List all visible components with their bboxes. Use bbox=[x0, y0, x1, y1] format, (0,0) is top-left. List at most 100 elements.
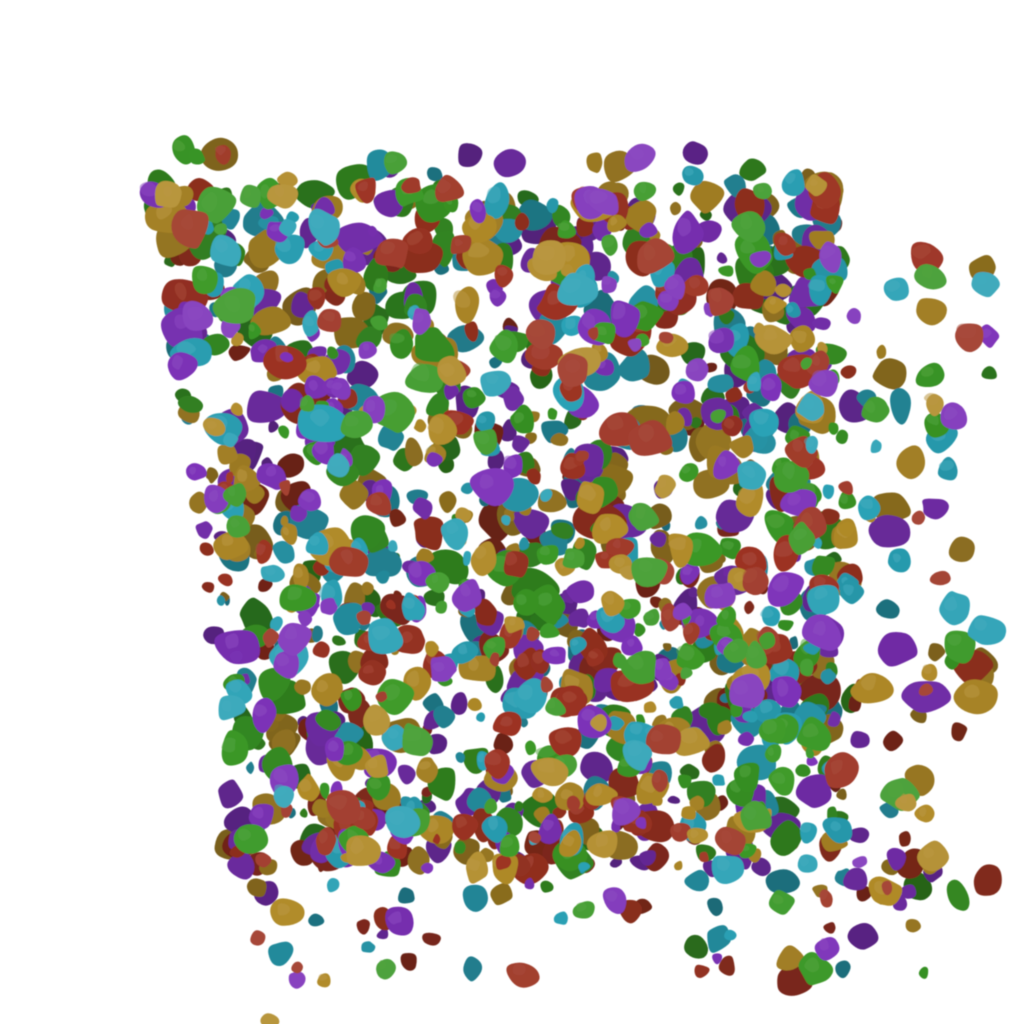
grain-highlight bbox=[635, 506, 646, 519]
grain bbox=[514, 212, 530, 231]
grain-highlight bbox=[733, 571, 745, 583]
grain bbox=[682, 141, 708, 165]
grain-highlight bbox=[237, 468, 248, 482]
grain-highlight bbox=[775, 541, 793, 557]
grain bbox=[765, 869, 800, 894]
grain-highlight bbox=[926, 414, 939, 426]
grain bbox=[690, 180, 725, 214]
grain bbox=[681, 806, 696, 820]
grain-highlight bbox=[782, 462, 795, 480]
grain bbox=[327, 346, 339, 360]
grain-highlight bbox=[410, 362, 430, 382]
grain-highlight bbox=[509, 617, 516, 626]
grain bbox=[367, 225, 378, 237]
grain bbox=[917, 840, 949, 872]
grain-highlight bbox=[224, 295, 241, 313]
grain bbox=[217, 443, 238, 465]
grain-highlight bbox=[695, 615, 705, 627]
grain-highlight bbox=[514, 412, 525, 424]
grain-highlight bbox=[784, 172, 796, 185]
grain bbox=[737, 731, 755, 747]
grain-highlight bbox=[562, 835, 575, 847]
grain-highlight bbox=[680, 727, 698, 744]
grain bbox=[580, 751, 613, 784]
grain-highlight bbox=[549, 648, 560, 657]
grain-highlight bbox=[318, 830, 328, 844]
grain bbox=[835, 429, 849, 445]
grain-highlight bbox=[309, 535, 320, 546]
grain bbox=[838, 480, 853, 495]
grain bbox=[218, 779, 244, 809]
grain bbox=[414, 327, 455, 363]
grain-highlight bbox=[789, 429, 800, 440]
grain-highlight bbox=[738, 485, 756, 504]
grain-highlight bbox=[408, 306, 415, 316]
grain-highlight bbox=[732, 354, 752, 369]
grain-highlight bbox=[542, 819, 554, 831]
grain-highlight bbox=[799, 856, 809, 867]
grain bbox=[707, 925, 732, 953]
grain-highlight bbox=[255, 543, 266, 556]
grain bbox=[493, 148, 526, 178]
grain-highlight bbox=[475, 431, 490, 445]
grain-highlight bbox=[318, 973, 328, 981]
grain-highlight bbox=[432, 661, 445, 672]
grain bbox=[900, 884, 917, 899]
grain-highlight bbox=[771, 772, 786, 784]
grain bbox=[682, 165, 704, 186]
grain bbox=[333, 602, 365, 636]
grain-highlight bbox=[189, 466, 197, 475]
grain bbox=[346, 360, 379, 390]
grain bbox=[525, 740, 537, 756]
grain bbox=[262, 628, 280, 648]
grain bbox=[658, 331, 674, 344]
grain bbox=[590, 714, 607, 732]
grain-highlight bbox=[748, 376, 758, 385]
grain bbox=[250, 930, 266, 946]
grain bbox=[268, 941, 294, 966]
grain-highlight bbox=[365, 708, 381, 722]
grain bbox=[898, 831, 911, 847]
grain bbox=[489, 652, 500, 667]
grain-highlight bbox=[601, 237, 615, 248]
grain-highlight bbox=[201, 192, 218, 213]
grain bbox=[674, 860, 683, 871]
grain-highlight bbox=[327, 740, 339, 752]
grain bbox=[837, 521, 857, 537]
grain bbox=[463, 956, 483, 982]
grain-highlight bbox=[769, 297, 776, 305]
grain-highlight bbox=[500, 716, 513, 727]
grain bbox=[850, 730, 870, 749]
grain-highlight bbox=[593, 784, 603, 798]
grain-highlight bbox=[639, 182, 647, 194]
grain bbox=[639, 850, 656, 866]
grain-highlight bbox=[800, 822, 811, 833]
grain-highlight bbox=[818, 889, 828, 900]
grain-highlight bbox=[605, 890, 618, 902]
grain-highlight bbox=[370, 493, 383, 506]
grain-highlight bbox=[401, 631, 413, 644]
grain-highlight bbox=[763, 327, 778, 341]
grain bbox=[666, 411, 685, 435]
grain-highlight bbox=[676, 645, 695, 661]
grain-highlight bbox=[362, 665, 374, 674]
grain-highlight bbox=[284, 625, 297, 640]
grain bbox=[210, 234, 242, 267]
grain bbox=[890, 388, 911, 425]
grain-highlight bbox=[380, 241, 395, 255]
grain bbox=[455, 507, 472, 522]
grain bbox=[835, 960, 851, 979]
grain-highlight bbox=[923, 392, 940, 406]
grain bbox=[495, 854, 512, 871]
grain-highlight bbox=[772, 894, 784, 905]
grain-highlight bbox=[778, 235, 788, 246]
grain-highlight bbox=[257, 344, 268, 354]
grain-highlight bbox=[740, 239, 756, 254]
grain-highlight bbox=[418, 761, 431, 770]
grain-highlight bbox=[610, 216, 618, 226]
grain-highlight bbox=[516, 594, 527, 606]
grain-highlight bbox=[225, 633, 239, 649]
grain bbox=[776, 945, 805, 971]
grain bbox=[701, 743, 726, 773]
grain bbox=[279, 219, 297, 237]
